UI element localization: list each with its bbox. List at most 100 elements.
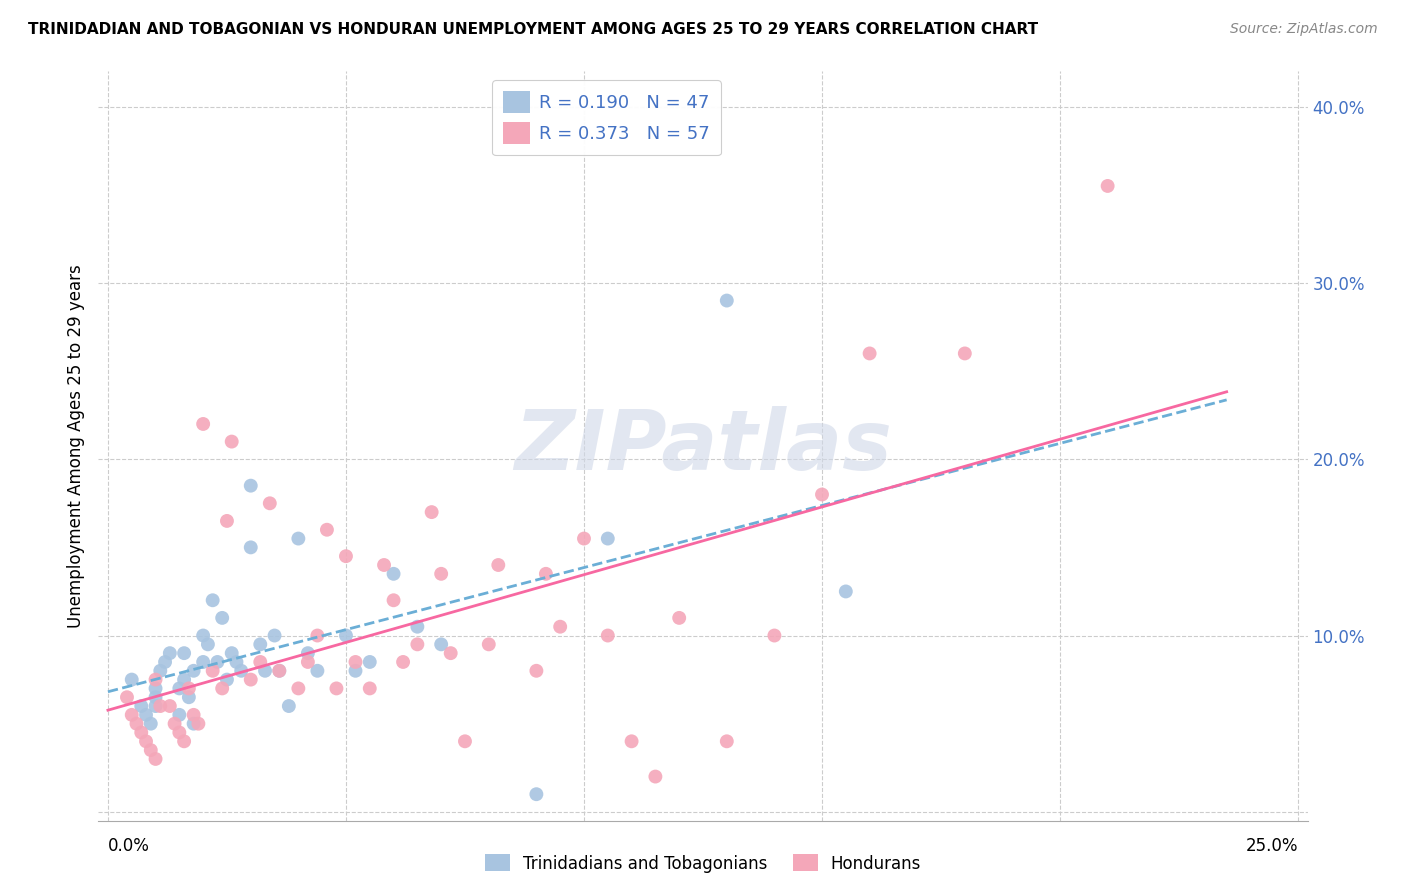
Text: TRINIDADIAN AND TOBAGONIAN VS HONDURAN UNEMPLOYMENT AMONG AGES 25 TO 29 YEARS CO: TRINIDADIAN AND TOBAGONIAN VS HONDURAN U… — [28, 22, 1038, 37]
Point — [534, 566, 557, 581]
Legend: Trinidadians and Tobagonians, Hondurans: Trinidadians and Tobagonians, Hondurans — [478, 847, 928, 880]
Point — [524, 664, 547, 678]
Point — [259, 496, 281, 510]
Point — [211, 681, 233, 696]
Point — [344, 655, 367, 669]
Point — [201, 593, 224, 607]
Point — [215, 514, 238, 528]
Point — [139, 716, 162, 731]
Point — [382, 566, 405, 581]
Point — [187, 716, 209, 731]
Point — [145, 752, 167, 766]
Point — [211, 611, 233, 625]
Point — [254, 664, 277, 678]
Point — [287, 532, 309, 546]
Point — [173, 646, 195, 660]
Point — [596, 628, 619, 642]
Point — [225, 655, 247, 669]
Point — [121, 707, 143, 722]
Point — [149, 699, 172, 714]
Point — [307, 664, 329, 678]
Point — [221, 646, 243, 660]
Point — [835, 584, 858, 599]
Text: ZIPatlas: ZIPatlas — [515, 406, 891, 486]
Point — [335, 549, 357, 564]
Point — [1097, 178, 1119, 193]
Point — [359, 655, 381, 669]
Point — [392, 655, 415, 669]
Point — [183, 707, 205, 722]
Point — [297, 655, 319, 669]
Point — [145, 673, 167, 687]
Point — [316, 523, 339, 537]
Point — [215, 673, 238, 687]
Point — [287, 681, 309, 696]
Point — [135, 707, 157, 722]
Point — [811, 487, 834, 501]
Point — [231, 664, 253, 678]
Point — [173, 673, 195, 687]
Point — [668, 611, 690, 625]
Point — [548, 620, 571, 634]
Point — [454, 734, 477, 748]
Point — [572, 532, 595, 546]
Point — [644, 770, 666, 784]
Point — [159, 646, 181, 660]
Point — [177, 681, 200, 696]
Point — [191, 655, 214, 669]
Point — [478, 637, 501, 651]
Point — [145, 699, 167, 714]
Point — [169, 681, 191, 696]
Point — [859, 346, 882, 360]
Point — [115, 690, 138, 705]
Point — [191, 628, 214, 642]
Point — [169, 707, 191, 722]
Point — [344, 664, 367, 678]
Point — [420, 505, 443, 519]
Point — [201, 664, 224, 678]
Point — [277, 699, 299, 714]
Point — [139, 743, 162, 757]
Point — [430, 637, 453, 651]
Point — [373, 558, 395, 572]
Point — [359, 681, 381, 696]
Point — [183, 716, 205, 731]
Point — [440, 646, 463, 660]
Point — [169, 725, 191, 739]
Point — [716, 293, 738, 308]
Point — [953, 346, 976, 360]
Point — [249, 637, 271, 651]
Point — [145, 690, 167, 705]
Point — [125, 716, 148, 731]
Point — [307, 628, 329, 642]
Point — [197, 637, 219, 651]
Point — [269, 664, 291, 678]
Point — [121, 673, 143, 687]
Point — [239, 541, 262, 555]
Point — [163, 716, 186, 731]
Point — [159, 699, 181, 714]
Point — [524, 787, 547, 801]
Point — [297, 646, 319, 660]
Text: Source: ZipAtlas.com: Source: ZipAtlas.com — [1230, 22, 1378, 37]
Point — [325, 681, 347, 696]
Text: 0.0%: 0.0% — [108, 837, 150, 855]
Point — [135, 734, 157, 748]
Point — [716, 734, 738, 748]
Point — [269, 664, 291, 678]
Point — [249, 655, 271, 669]
Point — [239, 673, 262, 687]
Point — [430, 566, 453, 581]
Point — [382, 593, 405, 607]
Y-axis label: Unemployment Among Ages 25 to 29 years: Unemployment Among Ages 25 to 29 years — [66, 264, 84, 628]
Point — [263, 628, 285, 642]
Point — [620, 734, 643, 748]
Point — [335, 628, 357, 642]
Point — [207, 655, 229, 669]
Point — [183, 664, 205, 678]
Text: 25.0%: 25.0% — [1246, 837, 1298, 855]
Point — [406, 620, 429, 634]
Point — [221, 434, 243, 449]
Point — [191, 417, 214, 431]
Legend: R = 0.190   N = 47, R = 0.373   N = 57: R = 0.190 N = 47, R = 0.373 N = 57 — [492, 80, 720, 155]
